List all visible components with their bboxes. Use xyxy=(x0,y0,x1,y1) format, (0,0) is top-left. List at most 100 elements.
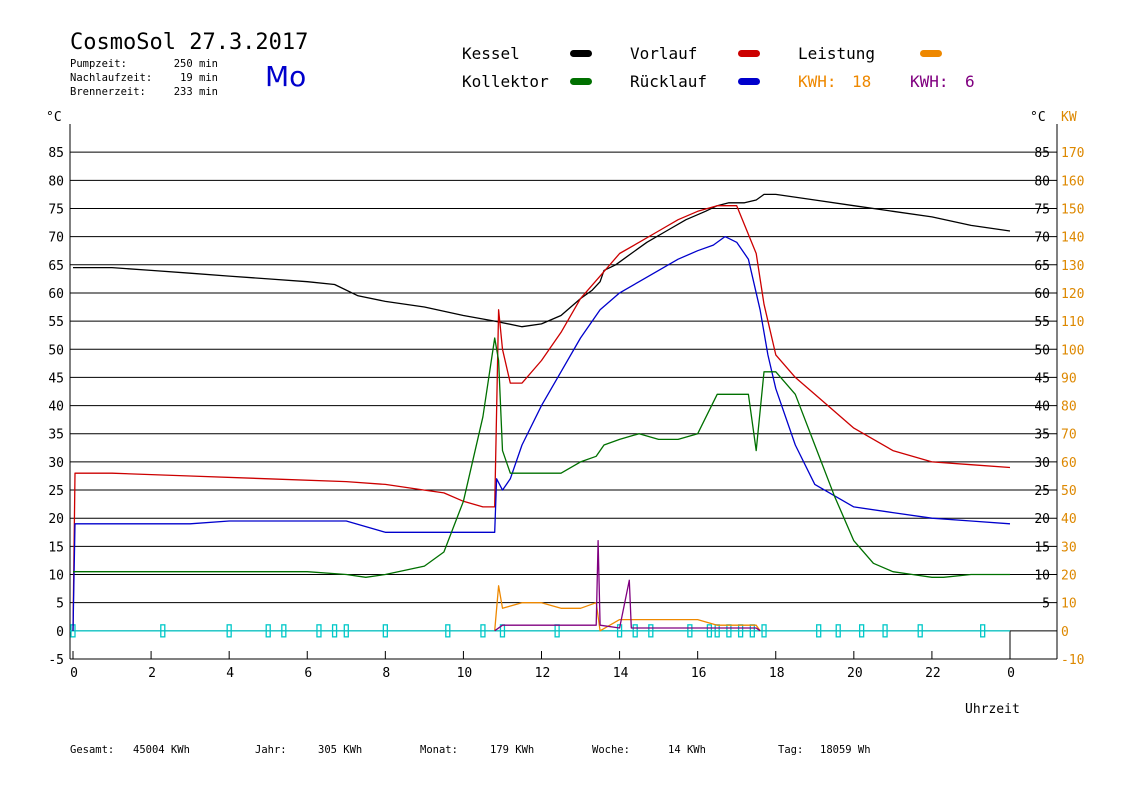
right-axis-unit-c: °C xyxy=(1030,110,1046,125)
pumpzeit-label: Pumpzeit: xyxy=(70,58,127,70)
pump-marker xyxy=(160,624,166,638)
legend-ruecklauf-label: Rücklauf xyxy=(630,72,708,91)
y-tick-left: 30 xyxy=(48,456,64,471)
x-tick-label: 12 xyxy=(535,666,551,681)
pump-marker xyxy=(706,624,713,638)
y-tick-right-kw: 50 xyxy=(1061,484,1077,499)
legend-kwh1-value: 18 xyxy=(852,72,872,91)
pump-marker xyxy=(882,624,888,638)
pump-marker xyxy=(445,624,451,638)
y-tick-left: 40 xyxy=(48,400,64,415)
pump-marker xyxy=(761,624,767,638)
monat-label: Monat: xyxy=(420,744,458,756)
pump-marker xyxy=(281,624,287,638)
y-tick-left: 20 xyxy=(48,512,64,527)
nachlaufzeit-value: 19 min xyxy=(180,72,218,84)
jahr-label: Jahr: xyxy=(255,744,287,756)
legend-kessel-label: Kessel xyxy=(462,44,520,63)
pump-marker xyxy=(648,624,654,638)
pump-marker xyxy=(917,624,923,638)
y-tick-left: 5 xyxy=(56,597,64,612)
x-tick-label: 4 xyxy=(226,666,234,681)
chart-title: CosmoSol 27.3.2017 xyxy=(70,30,309,55)
y-tick-right-c: 70 xyxy=(1034,231,1050,246)
y-tick-left: 55 xyxy=(48,315,64,330)
y-tick-right-kw: 30 xyxy=(1061,540,1077,555)
series-line-kessel xyxy=(73,193,1011,328)
y-tick-right-kw: -10 xyxy=(1061,653,1084,668)
pump-marker xyxy=(858,624,865,638)
series-line-kwh2 xyxy=(494,540,761,632)
y-tick-right-kw: 100 xyxy=(1061,343,1084,358)
y-tick-right-kw: 140 xyxy=(1061,231,1084,246)
y-tick-right-c: 80 xyxy=(1034,174,1050,189)
x-tick-label: 8 xyxy=(382,666,390,681)
y-tick-right-kw: 0 xyxy=(1061,625,1069,640)
y-tick-right-c: 40 xyxy=(1034,400,1050,415)
brennerzeit-label: Brennerzeit: xyxy=(70,86,146,98)
legend-kollektor-swatch xyxy=(570,78,592,85)
y-tick-left: 65 xyxy=(48,259,64,274)
y-tick-right-c: 75 xyxy=(1034,202,1050,217)
legend-vorlauf-label: Vorlauf xyxy=(630,44,698,63)
x-tick-label: 2 xyxy=(148,666,156,681)
y-tick-right-c: 50 xyxy=(1034,343,1050,358)
y-tick-left: 70 xyxy=(48,231,64,246)
left-axis-unit: °C xyxy=(46,110,62,125)
y-tick-right-kw: 40 xyxy=(1061,512,1077,527)
brennerzeit-value: 233 min xyxy=(173,86,218,98)
right-axis-unit-kw: KW xyxy=(1061,110,1077,125)
y-tick-right-c: 45 xyxy=(1034,371,1050,386)
y-tick-right-kw: 120 xyxy=(1061,287,1084,302)
y-tick-left: 85 xyxy=(48,146,64,161)
x-tick-label: 22 xyxy=(925,666,941,681)
y-tick-right-c: 25 xyxy=(1034,484,1050,499)
y-tick-right-c: 20 xyxy=(1034,512,1050,527)
pump-marker xyxy=(687,624,693,638)
series-line-kollektor xyxy=(73,337,1010,578)
y-tick-right-c: 30 xyxy=(1034,456,1050,471)
y-tick-left: 35 xyxy=(48,428,64,443)
legend-kwh2-value: 6 xyxy=(965,72,975,91)
pump-marker xyxy=(343,624,349,638)
y-tick-left: 0 xyxy=(56,625,64,640)
y-tick-right-kw: 110 xyxy=(1061,315,1084,330)
y-tick-right-c: 60 xyxy=(1034,287,1050,302)
x-tick-label: 10 xyxy=(457,666,473,681)
pump-marker xyxy=(382,624,388,638)
x-tick-label: 16 xyxy=(691,666,707,681)
woche-label: Woche: xyxy=(592,744,630,756)
y-tick-right-c: 5 xyxy=(1042,597,1050,612)
x-axis-label: Uhrzeit xyxy=(965,702,1020,717)
gesamt-label: Gesamt: xyxy=(70,744,115,756)
legend-leistung-label: Leistung xyxy=(798,44,876,63)
y-tick-right-kw: 60 xyxy=(1061,456,1077,471)
weekday-label: Mo xyxy=(265,60,307,93)
tag-label: Tag: xyxy=(778,744,804,756)
legend-kwh2-label: KWH: xyxy=(910,72,949,91)
legend-kessel-swatch xyxy=(570,50,592,57)
x-tick-label: 18 xyxy=(769,666,785,681)
legend-leistung-swatch xyxy=(920,50,942,57)
pump-marker xyxy=(480,624,486,638)
series-line-vorlauf xyxy=(72,205,1011,631)
y-tick-right-c: 55 xyxy=(1034,315,1050,330)
series-line-leistung xyxy=(494,585,761,632)
y-tick-right-kw: 70 xyxy=(1061,428,1077,443)
pump-marker xyxy=(316,624,322,638)
y-tick-left: -5 xyxy=(48,653,64,668)
pump-marker xyxy=(835,624,841,638)
monat-value: 179 KWh xyxy=(490,744,535,756)
y-tick-left: 10 xyxy=(48,569,64,584)
y-tick-right-kw: 80 xyxy=(1061,400,1077,415)
y-tick-left: 60 xyxy=(48,287,64,302)
x-tick-label: 0 xyxy=(70,666,78,681)
nachlaufzeit-label: Nachlaufzeit: xyxy=(70,72,153,84)
x-tick-label: 20 xyxy=(847,666,863,681)
y-tick-right-kw: 10 xyxy=(1061,597,1077,612)
y-tick-right-c: 65 xyxy=(1034,259,1050,274)
y-tick-right-kw: 90 xyxy=(1061,371,1077,386)
jahr-value: 305 KWh xyxy=(318,744,363,756)
legend-kwh1-label: KWH: xyxy=(798,72,837,91)
